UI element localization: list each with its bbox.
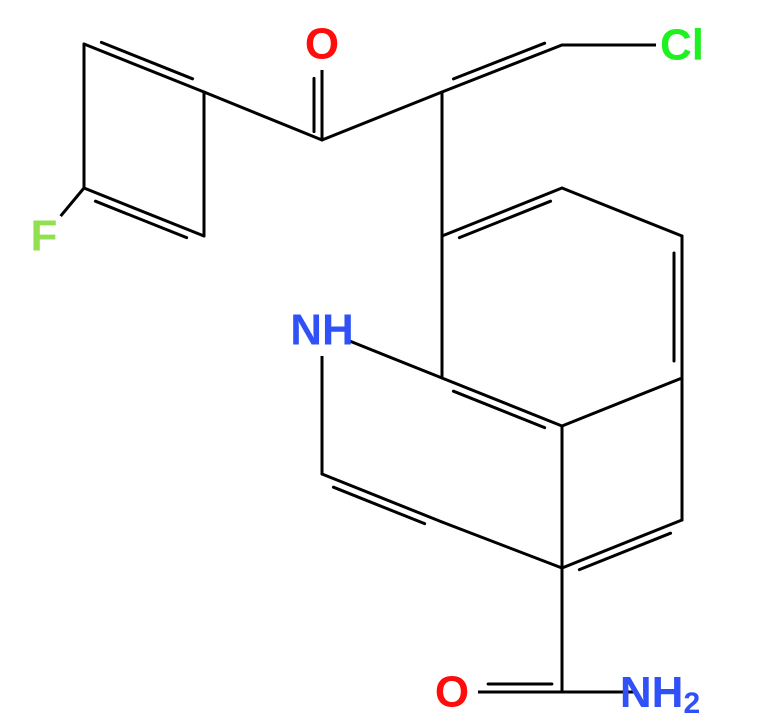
bond-double-main — [442, 378, 562, 426]
atom-f-label: F — [31, 212, 58, 261]
bond-double-offset — [101, 42, 192, 78]
atom-o-label: O — [305, 20, 339, 69]
molecule-diagram: O Cl F NH O NH2 — [0, 0, 763, 726]
bond-double-offset — [453, 391, 544, 427]
bond-double-offset — [95, 201, 186, 237]
bond-double-offset — [453, 43, 544, 79]
bond-single — [562, 188, 682, 236]
atom-n-label: NH — [290, 306, 354, 355]
bond-single — [61, 188, 84, 216]
atom-n-label: NH2 — [620, 668, 700, 720]
bond-single — [204, 92, 322, 140]
atom-cl-label: Cl — [660, 21, 704, 70]
bonds-layer — [61, 42, 682, 692]
labels-layer: O Cl F NH O NH2 — [31, 20, 704, 720]
bond-double-main — [442, 188, 562, 236]
bond-double-offset — [459, 201, 550, 237]
bond-single — [442, 522, 562, 568]
bond-single — [346, 340, 442, 378]
bond-double-offset — [333, 487, 424, 523]
bond-double-main — [322, 474, 442, 522]
bond-single — [562, 378, 682, 426]
bond-double-main — [84, 44, 204, 92]
bond-double-main — [442, 45, 562, 92]
bond-double-offset — [579, 533, 670, 569]
bond-double-main — [84, 188, 204, 236]
bond-double-main — [562, 520, 682, 568]
bond-single — [322, 92, 442, 140]
atom-o-label: O — [435, 668, 469, 717]
